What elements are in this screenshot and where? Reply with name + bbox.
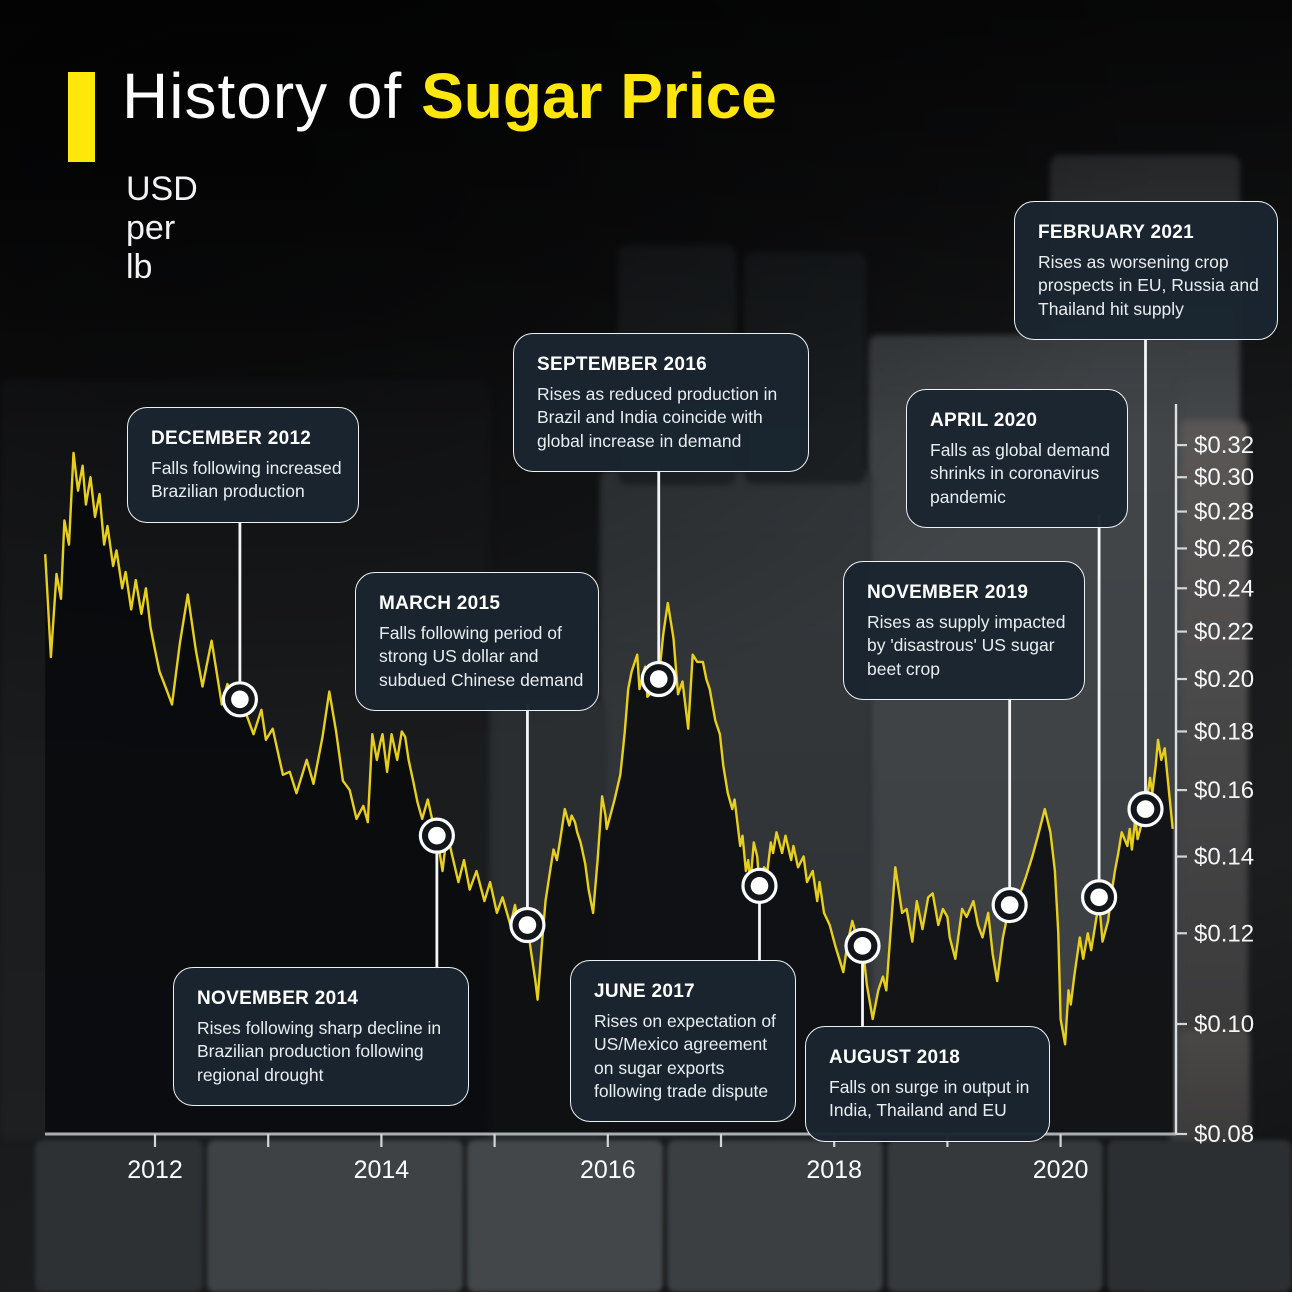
callout-title: NOVEMBER 2019: [867, 582, 1029, 603]
event-marker-dot-aug2018: [853, 937, 872, 955]
callout-title: APRIL 2020: [930, 410, 1038, 431]
event-marker-dot-sep2016: [649, 670, 668, 688]
callout-february-2021: FEBRUARY 2021 Rises as worsening crop pr…: [1014, 201, 1278, 340]
y-tick-label: $0.16: [1194, 777, 1254, 804]
callout-body: Falls following period of strong US doll…: [379, 623, 584, 690]
y-tick-label: $0.10: [1194, 1011, 1254, 1038]
callout-body: Falls following increased Brazilian prod…: [151, 458, 342, 502]
callout-december-2012: DECEMBER 2012 Falls following increased …: [127, 407, 359, 523]
y-tick-label: $0.08: [1194, 1121, 1254, 1148]
title-space: [402, 60, 421, 132]
callout-august-2018: AUGUST 2018 Falls on surge in output in …: [805, 1026, 1050, 1142]
callout-body: Rises following sharp decline in Brazili…: [197, 1018, 442, 1085]
callout-title: FEBRUARY 2021: [1038, 222, 1194, 243]
y-tick-label: $0.14: [1194, 844, 1254, 871]
x-tick-label: 2016: [580, 1156, 636, 1184]
callout-body: Rises as supply impacted by 'disastrous'…: [867, 612, 1066, 679]
event-marker-dot-feb2021: [1136, 800, 1155, 818]
chart-unit-label: USD per lb: [126, 170, 198, 286]
callout-title: MARCH 2015: [379, 593, 501, 614]
callout-body: Falls on surge in output in India, Thail…: [829, 1077, 1030, 1121]
callout-title: SEPTEMBER 2016: [537, 354, 707, 375]
title-light-part: History of: [122, 60, 403, 132]
title-accent-bar: [68, 72, 95, 162]
callout-body: Rises as reduced production in Brazil an…: [537, 384, 778, 451]
callout-title: NOVEMBER 2014: [197, 988, 359, 1009]
y-tick-label: $0.12: [1194, 920, 1254, 947]
callout-november-2019: NOVEMBER 2019 Rises as supply impacted b…: [843, 561, 1085, 700]
x-tick-label: 2020: [1033, 1156, 1089, 1184]
title-accent-part: Sugar Price: [421, 60, 777, 132]
event-marker-dot-mar2015: [518, 916, 537, 934]
event-marker-dot-jun2017: [750, 877, 769, 895]
event-marker-dot-dec2012: [231, 690, 249, 709]
callout-march-2015: MARCH 2015 Falls following period of str…: [355, 572, 599, 711]
callout-body: Rises as worsening crop prospects in EU,…: [1038, 252, 1259, 319]
price-area-fill: [45, 452, 1173, 1134]
callout-june-2017: JUNE 2017 Rises on expectation of US/Mex…: [570, 960, 796, 1123]
callout-title: AUGUST 2018: [829, 1047, 961, 1068]
callout-title: JUNE 2017: [594, 981, 695, 1002]
callout-title: DECEMBER 2012: [151, 428, 312, 449]
callout-body: Rises on expectation of US/Mexico agreem…: [594, 1011, 776, 1101]
event-marker-dot-nov2019: [1000, 896, 1019, 914]
page-title: History of Sugar Price: [122, 64, 777, 128]
y-tick-label: $0.32: [1194, 432, 1254, 459]
x-tick-label: 2018: [806, 1156, 862, 1184]
y-tick-label: $0.24: [1194, 575, 1254, 602]
event-marker-dot-apr2020: [1090, 888, 1108, 907]
y-tick-label: $0.20: [1194, 666, 1254, 693]
callout-body: Falls as global demand shrinks in corona…: [930, 440, 1110, 507]
y-tick-label: $0.18: [1194, 718, 1254, 745]
y-tick-label: $0.30: [1194, 464, 1254, 491]
y-tick-label: $0.22: [1194, 619, 1254, 646]
callout-november-2014: NOVEMBER 2014 Rises following sharp decl…: [173, 967, 469, 1106]
x-tick-label: 2014: [354, 1156, 410, 1184]
x-tick-label: 2012: [127, 1156, 183, 1184]
callout-september-2016: SEPTEMBER 2016 Rises as reduced producti…: [513, 333, 809, 472]
y-tick-label: $0.26: [1194, 535, 1254, 562]
event-marker-dot-nov2014: [428, 826, 446, 845]
y-tick-label: $0.28: [1194, 499, 1254, 526]
callout-april-2020: APRIL 2020 Falls as global demand shrink…: [906, 389, 1128, 528]
